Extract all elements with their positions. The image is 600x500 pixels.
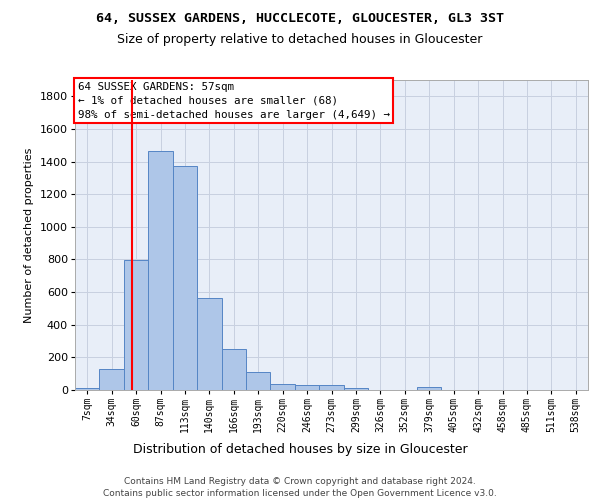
Bar bbox=[417, 386, 442, 390]
Text: Contains public sector information licensed under the Open Government Licence v3: Contains public sector information licen… bbox=[103, 489, 497, 498]
Bar bbox=[173, 166, 197, 390]
Text: Contains HM Land Registry data © Crown copyright and database right 2024.: Contains HM Land Registry data © Crown c… bbox=[124, 478, 476, 486]
Text: 64 SUSSEX GARDENS: 57sqm
← 1% of detached houses are smaller (68)
98% of semi-de: 64 SUSSEX GARDENS: 57sqm ← 1% of detache… bbox=[77, 82, 389, 120]
Text: Size of property relative to detached houses in Gloucester: Size of property relative to detached ho… bbox=[118, 32, 482, 46]
Bar bbox=[295, 385, 319, 390]
Bar bbox=[319, 385, 344, 390]
Bar bbox=[197, 298, 221, 390]
Bar bbox=[344, 388, 368, 390]
Text: Distribution of detached houses by size in Gloucester: Distribution of detached houses by size … bbox=[133, 442, 467, 456]
Bar bbox=[75, 388, 100, 390]
Bar bbox=[221, 349, 246, 390]
Bar bbox=[124, 260, 148, 390]
Bar bbox=[271, 384, 295, 390]
Text: 64, SUSSEX GARDENS, HUCCLECOTE, GLOUCESTER, GL3 3ST: 64, SUSSEX GARDENS, HUCCLECOTE, GLOUCEST… bbox=[96, 12, 504, 26]
Bar bbox=[148, 151, 173, 390]
Y-axis label: Number of detached properties: Number of detached properties bbox=[25, 148, 34, 322]
Bar bbox=[100, 369, 124, 390]
Bar bbox=[246, 372, 271, 390]
